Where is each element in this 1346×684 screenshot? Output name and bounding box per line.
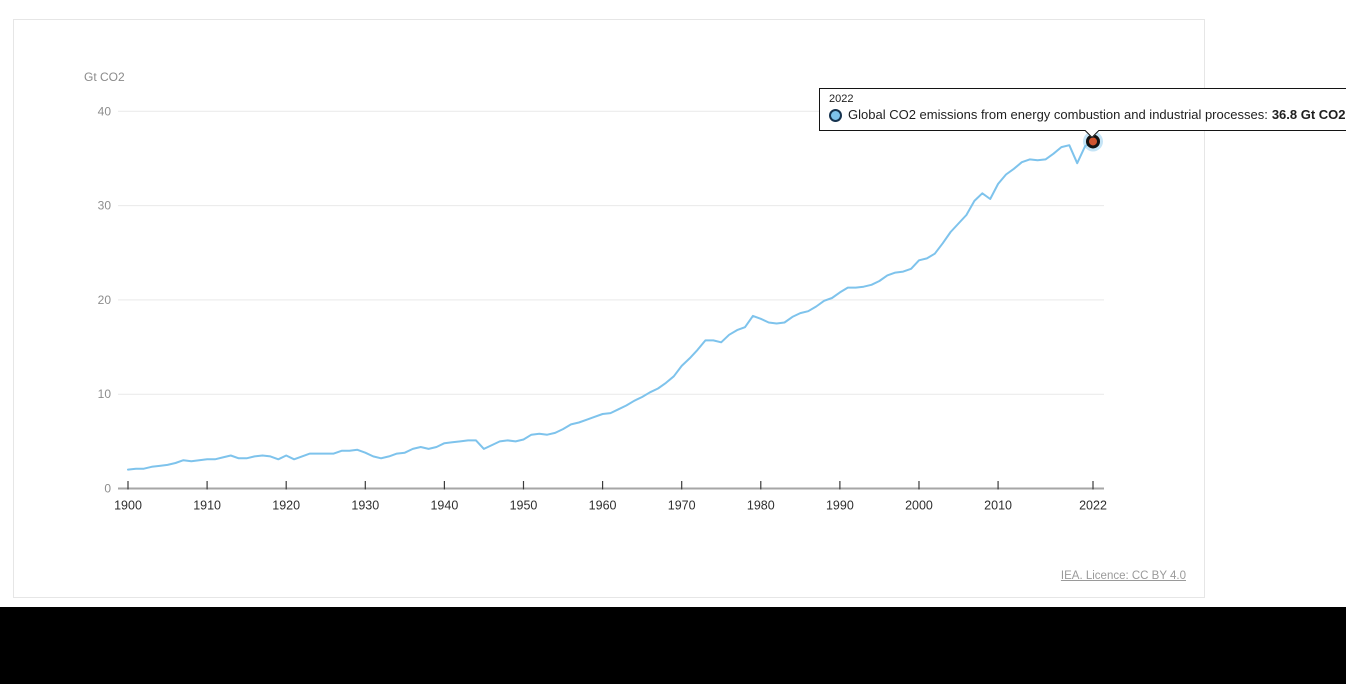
x-tick-label: 1910 (193, 499, 221, 513)
emissions-line-chart[interactable]: 0 10 20 30 40 1900 1910 1920 1930 1940 1950 1960 197… (14, 20, 1206, 599)
y-tick-label: 0 (104, 482, 111, 496)
tooltip-series-label: Global CO2 emissions from energy combust… (848, 107, 1268, 122)
y-tick-label: 10 (98, 387, 112, 401)
tooltip-series-row: Global CO2 emissions from energy combust… (829, 106, 1346, 124)
x-tick-label: 1950 (510, 499, 538, 513)
y-tick-label: 30 (98, 199, 112, 213)
series-dot-icon (829, 108, 842, 122)
x-tick-label: 1960 (589, 499, 617, 513)
x-tick-label: 2022 (1079, 499, 1107, 513)
x-tick-label: 1970 (668, 499, 696, 513)
bottom-black-bar (0, 607, 1346, 684)
tooltip-year: 2022 (829, 93, 854, 105)
chart-tooltip: 2022 Global CO2 emissions from energy co… (819, 88, 1346, 139)
y-axis-unit-label: Gt CO2 (84, 70, 125, 84)
x-tick-label: 1930 (351, 499, 379, 513)
x-tick-label: 2000 (905, 499, 933, 513)
chart-card: Gt CO2 0 10 20 30 40 1900 1910 1920 1930 1940 1950… (13, 19, 1346, 599)
highlight-marker[interactable] (1086, 134, 1100, 149)
x-tick-label: 1990 (826, 499, 854, 513)
tooltip-value: 36.8 Gt CO2 (1271, 107, 1346, 122)
y-tick-label: 40 (98, 104, 112, 118)
x-tick-label: 1980 (747, 499, 775, 513)
emissions-line[interactable] (127, 140, 1094, 471)
x-tick-label: 1940 (430, 499, 458, 513)
iea-licence-link[interactable]: IEA. Licence: CC BY 4.0 (1060, 570, 1186, 582)
x-tick-label: 1920 (272, 499, 300, 513)
x-tick-label: 2010 (984, 499, 1012, 513)
y-tick-label: 20 (98, 293, 112, 307)
x-tick-label: 1900 (114, 499, 142, 513)
